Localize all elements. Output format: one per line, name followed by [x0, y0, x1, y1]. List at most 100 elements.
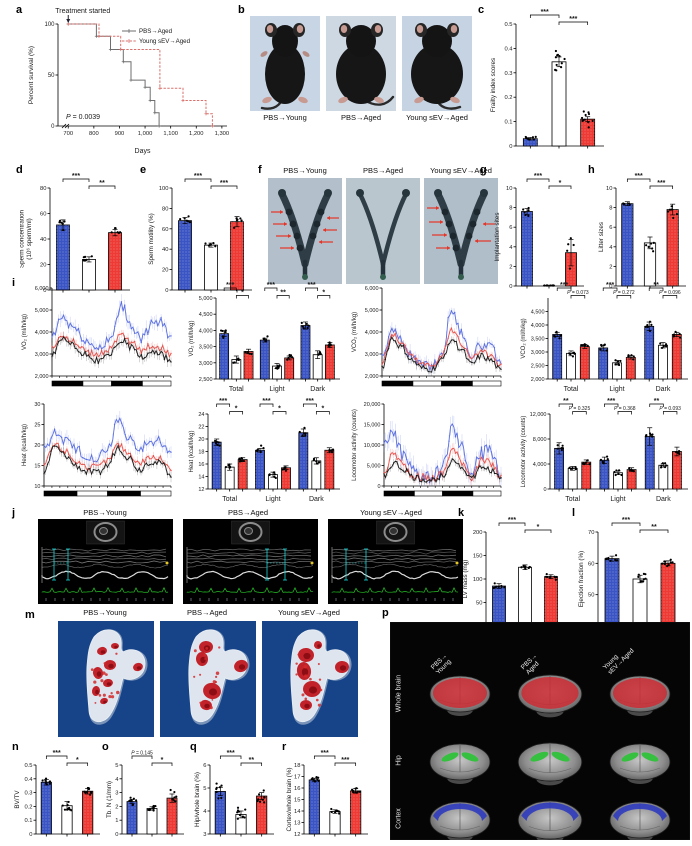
svg-text:5,000: 5,000: [367, 464, 381, 470]
svg-text:14: 14: [294, 809, 301, 815]
echo-image-svg: [183, 519, 318, 604]
vco2-bars: 2,000 2,500 3,000 3,500 4,000 4,500 VCO₂ (ml/h…: [518, 282, 690, 399]
svg-text:0.4: 0.4: [24, 777, 33, 783]
svg-text:Total: Total: [229, 386, 244, 393]
svg-text:15,000: 15,000: [364, 423, 381, 429]
svg-text:6,000: 6,000: [365, 286, 379, 292]
svg-text:20: 20: [198, 437, 204, 443]
svg-text:22: 22: [198, 425, 204, 431]
svg-text:P = 0.0039: P = 0.0039: [66, 114, 100, 121]
svg-text:2: 2: [609, 264, 612, 270]
svg-text:200: 200: [473, 530, 483, 536]
svg-text:5: 5: [203, 786, 206, 792]
svg-text:**: **: [653, 282, 659, 289]
svg-text:P = 0.325: P = 0.325: [569, 406, 591, 412]
svg-text:800: 800: [89, 131, 99, 137]
svg-text:*: *: [537, 524, 540, 531]
svg-text:***: ***: [569, 16, 577, 23]
svg-text:6: 6: [509, 225, 512, 231]
svg-text:4,000: 4,000: [531, 323, 545, 329]
heat-bars: 12 14 16 18 20 22 24 Heat (kcal/h/kg) Total *** * L…: [186, 398, 342, 509]
bone-caption-1: PBS→Young: [83, 608, 127, 617]
svg-text:25: 25: [34, 423, 40, 429]
svg-text:15: 15: [34, 464, 40, 470]
svg-text:100: 100: [473, 577, 483, 583]
svg-text:***: ***: [262, 398, 270, 405]
heat_ts-svg: 10 15 20 25 30 Heat (kcal/h/kg): [22, 402, 172, 497]
svg-text:50: 50: [476, 601, 482, 607]
echo-image-svg: [328, 519, 463, 604]
svg-text:Total: Total: [565, 496, 580, 503]
svg-text:4: 4: [115, 777, 119, 783]
svg-text:***: ***: [622, 517, 630, 524]
svg-text:Sperm concentration(10⁶ sperm/: Sperm concentration(10⁶ sperm/ml): [20, 209, 33, 268]
echo-image-sev-aged: [328, 519, 463, 609]
panel-g-letter: g: [480, 164, 487, 176]
brain-row-label-whole: Whole brain: [395, 674, 403, 713]
uterus-photo-pbs-aged: [346, 178, 420, 289]
svg-text:8: 8: [509, 206, 512, 212]
panel-l-letter: l: [572, 507, 576, 519]
svg-text:Young sEV→Aged: Young sEV→Aged: [139, 38, 191, 45]
svg-text:Locomotor activity (counts): Locomotor activity (counts): [521, 416, 527, 488]
svg-text:***: ***: [534, 173, 542, 180]
svg-text:3,000: 3,000: [35, 352, 49, 358]
svg-text:1,100: 1,100: [163, 131, 178, 137]
svg-text:40: 40: [162, 247, 168, 253]
svg-text:0: 0: [543, 487, 546, 493]
svg-text:10: 10: [606, 186, 612, 192]
svg-text:*: *: [161, 757, 164, 764]
svg-text:12: 12: [294, 832, 300, 838]
heat-timeseries: 10 15 20 25 30 Heat (kcal/h/kg): [20, 398, 174, 509]
svg-text:3,000: 3,000: [365, 352, 379, 358]
svg-text:***: ***: [307, 282, 315, 289]
svg-text:18: 18: [198, 450, 204, 456]
vco2_ts-svg: 2,000 3,000 4,000 5,000 6,000 VCO₂ (ml/h/kg): [352, 286, 502, 387]
svg-text:0.2: 0.2: [24, 804, 32, 810]
svg-text:80: 80: [162, 206, 168, 212]
vo2-timeseries: 2,000 3,000 4,000 5,000 6,000 VO₂ (ml/h/kg): [20, 282, 174, 399]
svg-text:***: ***: [560, 282, 568, 289]
svg-text:4: 4: [509, 245, 513, 251]
svg-text:***: ***: [321, 750, 329, 757]
panel-r-letter: r: [282, 741, 287, 753]
svg-text:0: 0: [377, 484, 380, 490]
panel-c-letter: c: [478, 4, 485, 16]
svg-text:10: 10: [506, 186, 512, 192]
svg-text:1: 1: [115, 818, 118, 824]
litter-svg: 0 2 4 6 8 10 Litter sizes *** ***: [598, 173, 686, 290]
echo-caption-1: PBS→Young: [83, 508, 127, 517]
svg-text:3,500: 3,500: [531, 337, 545, 343]
svg-text:P = 0.073: P = 0.073: [567, 290, 589, 296]
panel-b-letter: b: [238, 4, 245, 16]
panel-n-letter: n: [12, 741, 19, 753]
svg-text:6: 6: [203, 763, 206, 769]
svg-text:1,200: 1,200: [189, 131, 204, 137]
panel-m-letter: m: [25, 609, 35, 621]
svg-text:0.1: 0.1: [504, 120, 512, 126]
svg-text:20: 20: [162, 268, 168, 274]
sperm_conc-svg: 0 20 40 60 80 Sperm concentration(10⁶ sperm/m…: [18, 173, 130, 294]
svg-text:Heat (kcal/h/kg): Heat (kcal/h/kg): [22, 424, 28, 466]
svg-text:5,000: 5,000: [35, 308, 49, 314]
svg-text:40: 40: [40, 237, 46, 243]
mouse-photo-svg: [250, 16, 320, 111]
svg-text:VO₂ (ml/h/kg): VO₂ (ml/h/kg): [189, 320, 195, 356]
svg-text:***: ***: [226, 282, 234, 289]
loco_ts-svg: 0 5,000 10,000 15,000 20,000 Locomotor activi…: [352, 402, 502, 497]
mouse-photo-pbs-aged: [326, 16, 396, 116]
panel-o-letter: o: [102, 741, 109, 753]
locomotor-timeseries: 0 5,000 10,000 15,000 20,000 Locomotor activi…: [350, 398, 504, 509]
svg-text:Total: Total: [222, 496, 237, 503]
svg-text:0.4: 0.4: [504, 46, 513, 52]
echo-image-pbs-aged: [183, 519, 318, 609]
bone-image-pbs-young: [58, 621, 154, 742]
brain-row-label-cortex: Cortex: [395, 808, 403, 829]
sperm_mot-svg: 0 20 40 60 80 100 Sperm motility (%) *** ***: [148, 173, 252, 294]
svg-text:24: 24: [198, 412, 204, 418]
svg-text:**: **: [249, 757, 255, 764]
tbn-chart: 0 1 2 3 4 5 Tb. N (1/mm) P = 0.145 *: [104, 747, 186, 846]
